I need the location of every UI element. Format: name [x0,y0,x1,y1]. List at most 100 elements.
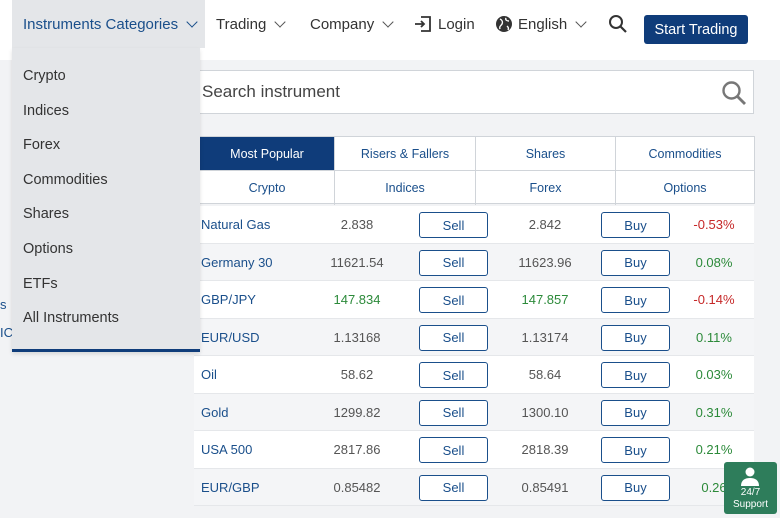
instrument-name[interactable]: EUR/USD [201,329,260,345]
chevron-down-icon [382,16,394,28]
instrument-name[interactable]: USA 500 [201,442,253,457]
buy-price: 11623.96 [518,254,572,270]
sell-price: 58.62 [340,367,374,382]
buy-price: 0.85491 [521,479,569,495]
nav-company-label: Company [310,15,375,33]
instrument-name[interactable]: EUR/GBP [201,479,260,495]
instrument-name[interactable]: Gold [201,404,229,420]
table-row: Gold 1299.82 Sell 1300.10 Buy 0.31% [194,393,754,431]
dropdown-item-indices[interactable]: Indices [23,103,69,119]
chevron-down-icon [274,16,286,28]
change-percent: 0.11% [696,329,732,345]
search-box [198,70,754,114]
buy-price: 2.842 [528,217,562,232]
dropdown-item-commodities[interactable]: Commodities [23,172,108,188]
login-icon [414,15,432,33]
buy-button[interactable]: Buy [601,437,670,463]
sell-price: 2.838 [340,217,374,232]
nav-trading[interactable]: Trading [216,0,286,48]
sell-button[interactable]: Sell [419,474,488,501]
globe-icon [495,15,513,33]
edge-text: IC [0,325,13,340]
change-percent: -0.14% [693,292,735,307]
nav-login[interactable]: Login [414,0,475,48]
tab-most-popular[interactable]: Most Popular [200,137,335,171]
buy-price: 58.64 [528,367,562,382]
tab-shares[interactable]: Shares [476,137,616,171]
categories-dropdown-menu: Crypto Indices Forex Commodities Shares … [12,48,200,352]
change-percent: 0.21% [695,442,733,457]
search-icon[interactable] [721,80,747,111]
nav-login-label: Login [438,15,475,33]
table-row: GBP/JPY 147.834 Sell 147.857 Buy -0.14% [194,281,754,319]
sell-button[interactable]: Sell [419,249,488,276]
nav-trading-label: Trading [216,15,267,33]
sell-price: 11621.54 [330,254,384,270]
dropdown-item-shares[interactable]: Shares [23,206,69,222]
dropdown-item-options[interactable]: Options [23,241,73,257]
sell-button[interactable]: Sell [419,437,488,463]
tab-indices[interactable]: Indices [335,171,476,205]
instrument-price-table: Natural Gas 2.838 Sell 2.842 Buy -0.53% … [194,206,754,506]
table-row: Oil 58.62 Sell 58.64 Buy 0.03% [194,356,754,394]
support-chat-button[interactable]: 24/7 Support [724,462,777,514]
tab-crypto[interactable]: Crypto [200,171,335,205]
nav-instruments-categories[interactable]: Instruments Categories [12,0,205,48]
sell-price: 1299.82 [333,404,381,420]
sell-button[interactable]: Sell [419,324,488,351]
tab-risers-fallers[interactable]: Risers & Fallers [335,137,476,171]
start-trading-button[interactable]: Start Trading [644,15,748,44]
instrument-name[interactable]: GBP/JPY [201,292,256,307]
change-percent: -0.53% [693,217,735,232]
instrument-name[interactable]: Natural Gas [201,217,271,232]
dropdown-item-etfs[interactable]: ETFs [23,276,58,292]
instrument-tabs: Most Popular Risers & Fallers Shares Com… [199,136,755,205]
tab-forex[interactable]: Forex [476,171,616,205]
table-row: Germany 30 11621.54 Sell 11623.96 Buy 0.… [194,243,754,281]
table-row: Natural Gas 2.838 Sell 2.842 Buy -0.53% [194,206,754,244]
nav-language[interactable]: English [495,0,587,48]
buy-button[interactable]: Buy [601,249,670,276]
buy-button[interactable]: Buy [601,362,670,388]
search-icon [608,14,628,34]
dropdown-item-forex[interactable]: Forex [23,137,61,153]
buy-button[interactable]: Buy [601,324,670,351]
change-percent: 0.08% [695,254,733,270]
instrument-name[interactable]: Oil [201,367,217,382]
chevron-down-icon [186,16,198,28]
instrument-name[interactable]: Germany 30 [201,254,273,270]
person-icon [740,466,760,490]
search-input[interactable] [202,82,702,102]
support-label: Support [732,499,769,510]
sell-price: 2817.86 [333,442,381,457]
sell-price: 0.85482 [333,479,381,495]
table-row: EUR/GBP 0.85482 Sell 0.85491 Buy 0.26 [194,468,754,506]
dropdown-item-all-instruments[interactable]: All Instruments [23,310,119,326]
dropdown-item-crypto[interactable]: Crypto [23,68,66,84]
sell-button[interactable]: Sell [419,287,488,313]
buy-button[interactable]: Buy [601,287,670,313]
sell-button[interactable]: Sell [419,212,488,238]
nav-categories-label: Instruments Categories [23,15,179,33]
buy-price: 2818.39 [521,442,569,457]
nav-search-button[interactable] [608,0,628,48]
sell-price: 147.834 [333,292,381,307]
chevron-down-icon [575,16,587,28]
table-row: EUR/USD 1.13168 Sell 1.13174 Buy 0.11% [194,318,754,356]
buy-price: 1.13174 [521,329,569,345]
nav-language-label: English [518,15,568,33]
buy-button[interactable]: Buy [601,399,670,426]
table-row: USA 500 2817.86 Sell 2818.39 Buy 0.21% [194,431,754,469]
buy-button[interactable]: Buy [601,212,670,238]
edge-text: s [0,297,7,312]
sell-button[interactable]: Sell [419,399,488,426]
support-hours: 24/7 [740,487,761,498]
tab-options[interactable]: Options [663,181,707,195]
buy-price: 1300.10 [521,404,569,420]
nav-company[interactable]: Company [310,0,394,48]
sell-price: 1.13168 [333,329,381,345]
buy-button[interactable]: Buy [601,474,670,501]
buy-price: 147.857 [521,292,569,307]
tab-commodities[interactable]: Commodities [616,137,754,171]
sell-button[interactable]: Sell [419,362,488,388]
